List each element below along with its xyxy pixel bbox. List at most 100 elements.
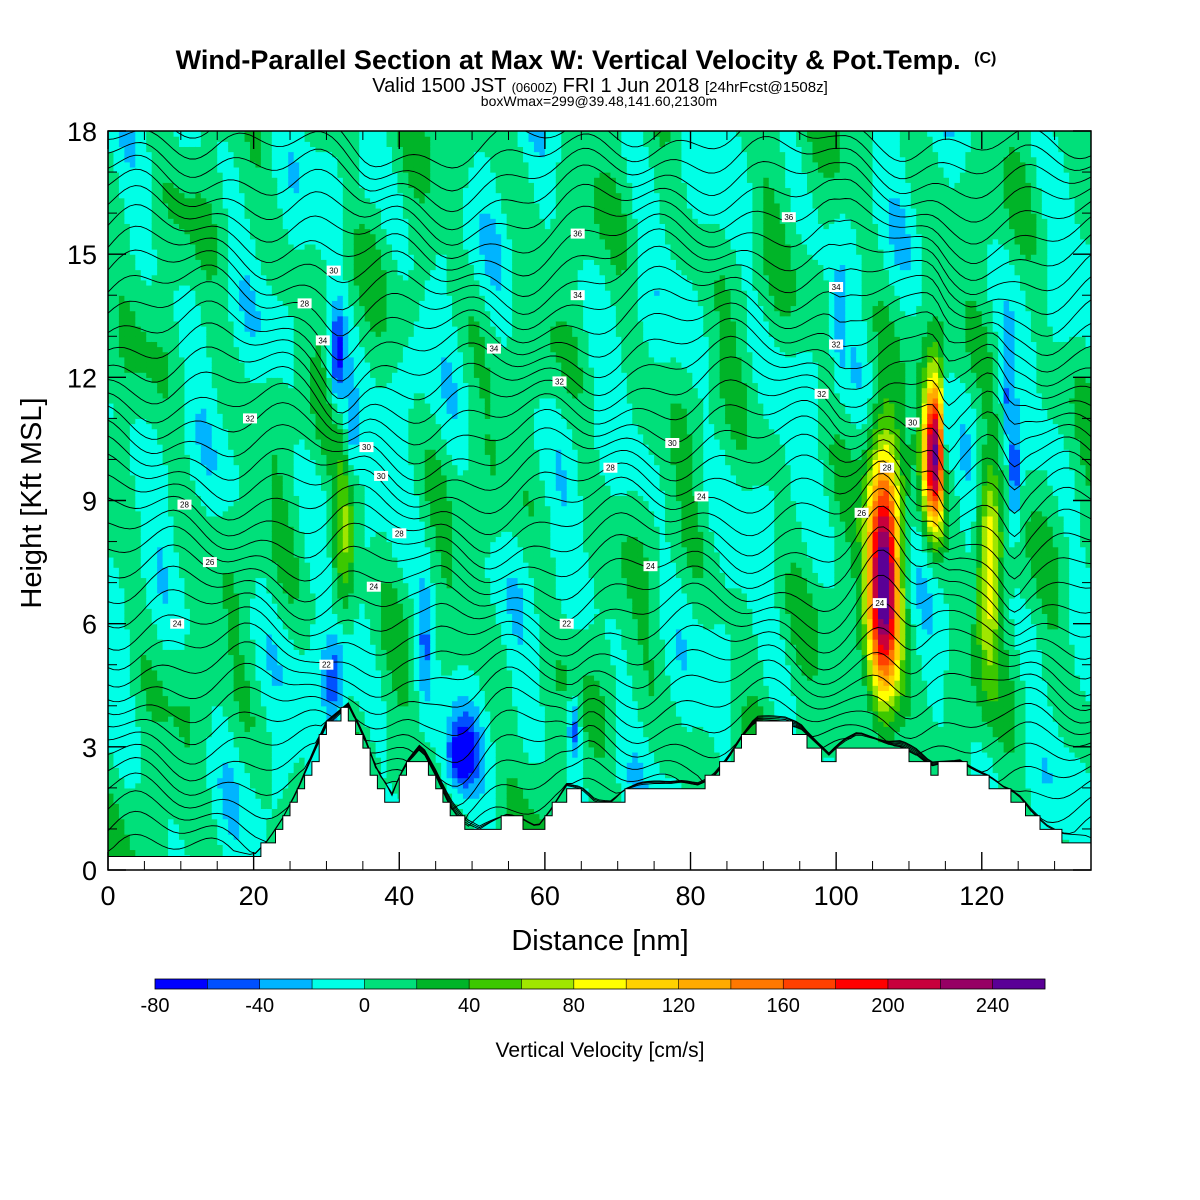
velocity-cell <box>157 510 164 517</box>
velocity-cell <box>228 828 235 835</box>
velocity-cell <box>108 223 115 230</box>
velocity-cell <box>189 341 196 348</box>
velocity-cell <box>266 531 273 538</box>
velocity-cell <box>271 726 278 733</box>
velocity-cell <box>222 834 229 840</box>
velocity-cell <box>217 274 224 281</box>
velocity-cell <box>108 567 115 573</box>
velocity-cell <box>195 674 202 681</box>
velocity-cell <box>288 782 295 789</box>
velocity-cell <box>146 213 153 219</box>
velocity-cell <box>129 823 136 830</box>
velocity-cell <box>206 818 213 825</box>
velocity-cell <box>135 572 142 579</box>
velocity-cell <box>146 485 153 491</box>
velocity-cell <box>118 377 125 384</box>
velocity-cell <box>288 413 295 419</box>
velocity-cell <box>266 202 273 209</box>
velocity-cell <box>168 577 175 584</box>
velocity-cell <box>135 331 142 337</box>
velocity-cell <box>195 834 202 840</box>
velocity-cell <box>277 356 284 363</box>
velocity-cell <box>195 315 202 322</box>
velocity-cell <box>222 649 229 656</box>
velocity-cell <box>129 418 136 425</box>
velocity-cell <box>233 177 240 183</box>
velocity-cell <box>135 598 142 604</box>
velocity-cell <box>255 849 262 856</box>
velocity-cell <box>260 746 267 753</box>
velocity-cell <box>173 536 180 543</box>
velocity-cell <box>189 603 196 609</box>
velocity-cell <box>266 356 273 363</box>
velocity-cell <box>255 485 262 491</box>
velocity-cell <box>146 397 153 404</box>
velocity-cell <box>151 233 158 240</box>
velocity-cell <box>178 746 186 753</box>
velocity-cell <box>293 490 300 496</box>
velocity-cell <box>173 269 180 276</box>
velocity-cell <box>277 777 284 784</box>
velocity-cell <box>200 264 207 271</box>
velocity-cell <box>200 182 207 189</box>
velocity-cell <box>157 777 164 784</box>
velocity-cell <box>288 603 295 609</box>
velocity-cell <box>200 700 207 707</box>
velocity-cell <box>282 387 289 394</box>
velocity-cell <box>118 598 125 604</box>
velocity-cell <box>129 433 136 440</box>
velocity-cell <box>140 726 147 733</box>
velocity-cell <box>288 156 295 163</box>
velocity-cell <box>293 618 300 625</box>
velocity-cell <box>255 551 262 558</box>
velocity-cell <box>222 644 229 650</box>
velocity-cell <box>162 818 169 825</box>
velocity-cell <box>168 695 175 702</box>
velocity-cell <box>206 207 213 214</box>
velocity-cell <box>233 449 240 455</box>
velocity-cell <box>233 382 240 389</box>
velocity-cell <box>206 659 213 666</box>
velocity-cell <box>206 295 213 301</box>
velocity-cell <box>277 659 284 666</box>
velocity-cell <box>151 767 158 774</box>
velocity-cell <box>200 654 207 661</box>
velocity-cell <box>200 177 207 183</box>
velocity-cell <box>211 490 218 496</box>
velocity-cell <box>184 659 191 666</box>
velocity-cell <box>129 192 136 199</box>
velocity-cell <box>184 598 191 604</box>
velocity-cell <box>168 444 175 450</box>
velocity-cell <box>146 238 153 245</box>
velocity-cell <box>266 300 273 307</box>
velocity-cell <box>239 346 246 353</box>
velocity-cell <box>124 151 131 158</box>
velocity-cell <box>157 674 164 681</box>
velocity-cell <box>184 556 191 563</box>
velocity-cell <box>146 192 153 199</box>
velocity-cell <box>288 664 295 671</box>
velocity-cell <box>282 787 289 794</box>
velocity-cell <box>140 372 147 378</box>
velocity-cell <box>228 644 235 650</box>
velocity-cell <box>157 793 164 799</box>
velocity-cell <box>184 572 191 579</box>
velocity-cell <box>129 649 136 656</box>
velocity-cell <box>173 515 180 522</box>
velocity-cell <box>249 751 257 758</box>
velocity-cell <box>288 151 295 158</box>
velocity-cell <box>178 428 186 435</box>
velocity-cell <box>271 521 278 527</box>
velocity-cell <box>255 131 262 137</box>
velocity-cell <box>146 567 153 573</box>
velocity-cell <box>195 182 202 189</box>
velocity-cell <box>129 207 136 214</box>
velocity-cell <box>157 438 164 445</box>
velocity-cell <box>282 469 289 476</box>
velocity-cell <box>140 813 147 820</box>
velocity-cell <box>200 474 207 481</box>
velocity-cell <box>217 305 224 312</box>
velocity-cell <box>288 223 295 230</box>
velocity-cell <box>140 716 147 722</box>
velocity-cell <box>260 351 267 358</box>
